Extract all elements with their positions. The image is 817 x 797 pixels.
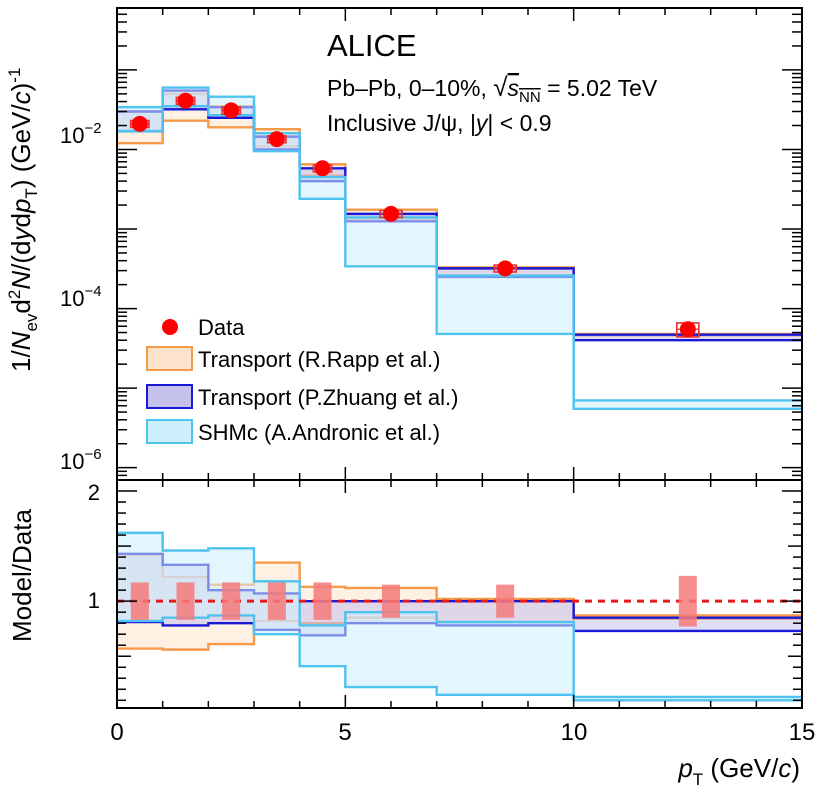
top-band-shmc-a-andronic-et-al: [299, 177, 346, 199]
data-point: [314, 160, 331, 177]
y-tick-label-1e-6: 10−6: [60, 446, 102, 474]
ratio-y-tick-label: 2: [88, 480, 100, 505]
data-point: [679, 321, 696, 338]
ratio-data-sys-box: [267, 582, 286, 620]
legend-label-rapp: Transport (R.Rapp et al.): [198, 347, 441, 372]
y-tick-label-1e-4: 10−4: [60, 283, 102, 311]
legend-label-shmc: SHMc (A.Andronic et al.): [198, 420, 440, 445]
ratio-panel-data: [117, 575, 802, 627]
legend-label-zhuang: Transport (P.Zhuang et al.): [198, 385, 458, 410]
selection-prefix: Inclusive J/ψ, |: [327, 110, 476, 136]
legend-swatch-rapp: [146, 346, 193, 371]
legend-data-marker: [162, 319, 178, 335]
x-tick-label: 0: [110, 719, 123, 746]
legend-swatch-zhuang: [146, 384, 193, 409]
ratio-band-shmc-a-andronic-et-al: [573, 696, 802, 701]
top-band-shmc-a-andronic-et-al: [573, 400, 802, 409]
experiment-label: ALICE: [327, 28, 417, 63]
legend-label-data: Data: [198, 315, 245, 340]
data-point: [131, 115, 148, 132]
selection-suffix: | < 0.9: [487, 110, 551, 136]
ratio-y-tick-label: 1: [88, 588, 100, 613]
data-point: [497, 260, 514, 277]
x-tick-label: 5: [338, 719, 351, 746]
legend-swatch-shmc: [146, 419, 193, 444]
ratio-y-axis-title: Model/Data: [7, 509, 37, 642]
data-point: [383, 205, 399, 222]
ratio-data-sys-box: [496, 584, 515, 618]
x-tick-label: 10: [561, 719, 588, 746]
selection-label: Inclusive J/ψ, |y| < 0.9: [327, 110, 552, 136]
ratio-data-sys-box: [678, 575, 697, 627]
data-point: [268, 131, 285, 148]
top-band-shmc-a-andronic-et-al: [345, 217, 437, 267]
ratio-data-sys-box: [176, 582, 195, 620]
ratio-panel-model-bands: [117, 531, 802, 702]
y-axis-title: 1/Nevd2N/(dydpT) (GeV/c)-1: [5, 68, 41, 372]
x-axis-title: pT (GeV/c): [677, 753, 800, 789]
ratio-data-sys-box: [382, 584, 400, 618]
ratio-panel-frame: [116, 479, 803, 709]
ratio-band-shmc-a-andronic-et-al: [436, 622, 574, 695]
ratio-band-shmc-a-andronic-et-al: [345, 612, 437, 688]
top-panel-data: [129, 92, 700, 338]
legend: Data Transport (R.Rapp et al.) Transport…: [146, 315, 458, 445]
collision-system-label: Pb–Pb, 0–10%, √sNN = 5.02 TeV: [327, 72, 658, 106]
ratio-band-shmc-a-andronic-et-al: [299, 625, 346, 667]
data-point: [177, 92, 194, 109]
ratio-high-edge-shmc-a-andronic-et-al: [117, 531, 802, 699]
selection-var: y: [474, 110, 489, 136]
energy-text: = 5.02 TeV: [547, 75, 658, 101]
axis-ticks: [116, 8, 803, 708]
data-point: [223, 102, 240, 119]
x-tick-label: 15: [789, 719, 816, 746]
top-band-shmc-a-andronic-et-al: [436, 275, 574, 334]
ratio-data-sys-box: [313, 582, 332, 620]
ratio-data-sys-box: [130, 582, 149, 620]
system-text: Pb–Pb, 0–10%,: [327, 75, 493, 101]
ratio-data-sys-box: [222, 582, 241, 620]
y-tick-label-1e-2: 10−2: [60, 120, 102, 148]
